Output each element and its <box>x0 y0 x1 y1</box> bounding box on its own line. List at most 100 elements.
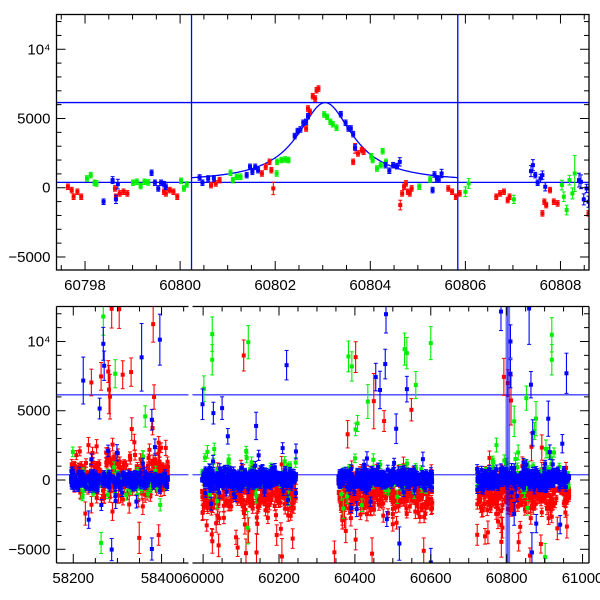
data-point-blue <box>283 475 288 481</box>
x-tick-label: 60200 <box>258 570 300 587</box>
data-point-red <box>382 410 387 432</box>
data-point-red <box>133 449 138 461</box>
data-point-blue <box>379 472 384 479</box>
data-point-blue <box>157 486 162 495</box>
data-point-blue <box>295 127 300 135</box>
data-point-blue <box>392 477 397 483</box>
data-point-red <box>215 509 220 522</box>
data-point-red <box>109 306 114 329</box>
data-point-red <box>370 537 375 563</box>
data-point-blue <box>97 397 102 420</box>
data-point-blue <box>417 472 422 479</box>
data-point-blue <box>350 476 355 482</box>
data-point-blue <box>163 183 168 191</box>
data-point-red <box>429 503 434 516</box>
data-point-green <box>428 176 433 183</box>
x-tick-label: 60400 <box>334 570 376 587</box>
data-point-blue <box>558 515 563 535</box>
data-point-blue <box>436 176 441 183</box>
data-point-blue <box>209 478 214 486</box>
data-point-red <box>551 198 556 205</box>
data-point-red <box>235 538 240 557</box>
data-point-blue <box>306 112 311 120</box>
data-point-red <box>94 439 99 454</box>
bottom-plot-area-segment <box>192 306 589 563</box>
data-point-blue <box>141 478 146 485</box>
data-point-red <box>121 188 126 196</box>
data-point-red <box>457 190 462 197</box>
data-point-red <box>204 519 209 532</box>
data-point-blue <box>373 362 378 392</box>
data-point-blue <box>252 471 257 478</box>
x-tick-label: 60800 <box>159 277 201 294</box>
data-point-green <box>325 113 330 121</box>
data-point-red <box>496 513 501 530</box>
data-point-red <box>129 417 134 441</box>
data-point-red <box>89 368 94 397</box>
data-point-red <box>140 497 145 515</box>
data-point-blue <box>304 118 309 126</box>
data-point-blue <box>534 514 539 534</box>
data-point-green <box>572 154 577 192</box>
data-point-green <box>559 179 564 191</box>
data-point-blue <box>476 477 481 483</box>
data-point-blue <box>157 313 162 366</box>
data-point-blue <box>397 157 402 167</box>
data-point-red <box>313 95 318 102</box>
data-point-blue <box>368 474 373 480</box>
data-point-green <box>99 531 104 554</box>
data-point-blue <box>383 348 388 380</box>
x-tick-label: 60808 <box>540 277 582 294</box>
data-point-red <box>137 521 142 555</box>
data-point-blue <box>584 183 589 194</box>
data-point-red <box>498 190 503 197</box>
data-point-green <box>286 156 291 164</box>
data-point-red <box>241 339 246 372</box>
data-point-blue <box>113 194 118 205</box>
x-tick-label: 58400 <box>141 570 183 587</box>
data-point-red <box>548 186 553 194</box>
data-point-blue <box>555 476 560 483</box>
data-point-red <box>167 186 172 194</box>
data-point-green <box>210 344 215 376</box>
data-point-blue <box>81 356 86 405</box>
data-point-blue <box>220 396 225 420</box>
data-point-blue <box>149 169 154 177</box>
data-point-blue <box>356 474 361 481</box>
data-point-green <box>138 182 143 190</box>
data-point-blue <box>113 483 118 492</box>
data-point-red <box>129 357 134 387</box>
data-point-red <box>99 362 104 391</box>
data-point-red <box>151 306 156 343</box>
data-point-green <box>238 173 243 181</box>
data-point-green <box>512 405 517 438</box>
data-point-blue <box>513 476 518 482</box>
data-point-red <box>351 158 356 166</box>
data-point-red <box>75 188 80 196</box>
data-point-blue <box>211 454 216 469</box>
data-point-red <box>251 498 256 508</box>
data-point-red <box>279 538 284 563</box>
data-point-red <box>132 433 137 451</box>
data-point-blue <box>288 479 293 486</box>
data-point-green <box>378 161 383 169</box>
data-point-blue <box>292 478 297 485</box>
data-point-blue <box>86 510 91 529</box>
data-point-red <box>217 176 222 184</box>
data-point-red <box>539 507 544 518</box>
data-point-green <box>279 156 284 164</box>
data-point-blue <box>392 457 397 469</box>
data-point-blue <box>101 478 106 484</box>
data-point-blue <box>114 476 119 483</box>
data-point-blue <box>106 444 111 458</box>
data-point-blue <box>215 471 220 478</box>
data-point-green <box>511 194 516 205</box>
data-point-green <box>88 171 93 179</box>
data-point-blue <box>565 473 570 480</box>
data-point-blue <box>404 477 409 484</box>
data-point-blue <box>397 526 402 561</box>
data-point-blue <box>363 471 368 479</box>
data-point-red <box>278 522 283 536</box>
data-point-blue <box>528 371 533 399</box>
bottom-panel-full-light-curve: 58200 58400 60000 60200 60400 60600 60800 61000… <box>8 305 600 587</box>
